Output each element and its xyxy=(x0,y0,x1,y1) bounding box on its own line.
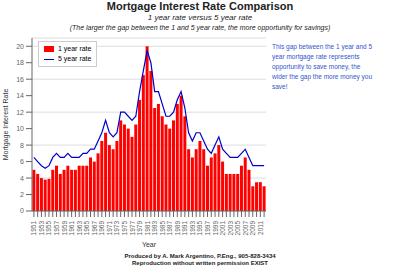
svg-text:1955: 1955 xyxy=(45,221,52,236)
svg-text:1963: 1963 xyxy=(76,221,83,236)
svg-text:1985: 1985 xyxy=(159,221,166,236)
svg-text:1951: 1951 xyxy=(30,221,37,236)
svg-text:2011: 2011 xyxy=(257,221,264,235)
svg-text:10: 10 xyxy=(16,125,24,132)
svg-text:1983: 1983 xyxy=(151,221,158,236)
svg-text:1967: 1967 xyxy=(91,221,98,236)
svg-text:2: 2 xyxy=(20,191,24,198)
svg-text:2003: 2003 xyxy=(227,221,234,236)
html-text:save!: save! xyxy=(272,83,288,90)
svg-text:1979: 1979 xyxy=(136,221,143,236)
svg-text:1997: 1997 xyxy=(204,221,211,236)
svg-text:1953: 1953 xyxy=(38,221,45,236)
svg-text:2005: 2005 xyxy=(234,221,241,236)
svg-text:12: 12 xyxy=(16,109,24,116)
svg-text:18: 18 xyxy=(16,59,24,66)
svg-text:1977: 1977 xyxy=(129,221,136,236)
svg-text:Year: Year xyxy=(142,241,157,248)
svg-text:8: 8 xyxy=(20,142,24,149)
svg-text:1973: 1973 xyxy=(113,221,120,236)
svg-text:20: 20 xyxy=(16,43,24,50)
svg-text:1989: 1989 xyxy=(174,221,181,236)
html-text:1 year rate: 1 year rate xyxy=(58,45,92,52)
svg-text:2001: 2001 xyxy=(219,221,226,236)
html-text:1 year rate versus 5 year rate: 1 year rate versus 5 year rate xyxy=(147,13,253,22)
svg-text:1995: 1995 xyxy=(196,221,203,236)
svg-text:1999: 1999 xyxy=(212,221,219,236)
html-text:Reproduction without written p: Reproduction without written permission … xyxy=(132,260,268,266)
svg-text:1965: 1965 xyxy=(83,221,90,236)
svg-text:4: 4 xyxy=(20,175,24,182)
svg-text:14: 14 xyxy=(16,92,24,99)
html-text:5 year rate: 5 year rate xyxy=(58,55,92,62)
svg-text:2007: 2007 xyxy=(242,221,249,236)
html-text:Produced by A. Mark Argentino,: Produced by A. Mark Argentino, P.Eng., 9… xyxy=(124,252,276,259)
svg-text:1971: 1971 xyxy=(106,221,113,236)
svg-text:1981: 1981 xyxy=(144,221,151,236)
svg-text:1959: 1959 xyxy=(61,221,68,236)
svg-text:Mortgage Interest Rate: Mortgage Interest Rate xyxy=(8,89,10,161)
svg-text:0: 0 xyxy=(20,207,24,214)
html-text:wider the gap the more money y: wider the gap the more money you xyxy=(272,73,373,80)
svg-text:1961: 1961 xyxy=(68,221,75,236)
svg-text:6: 6 xyxy=(20,158,24,165)
html-text:opportunity to save money, the: opportunity to save money, the xyxy=(272,63,361,70)
html-text:year mortgage rate represents: year mortgage rate represents xyxy=(272,53,360,60)
svg-text:1957: 1957 xyxy=(53,221,60,236)
svg-text:2009: 2009 xyxy=(249,221,256,236)
html-text:(The larger the gap between th: (The larger the gap between the 1 and 5 … xyxy=(69,24,331,31)
svg-text:1991: 1991 xyxy=(181,221,188,236)
svg-text:1969: 1969 xyxy=(98,221,105,236)
html-text:Mortgage Interest Rate Compari: Mortgage Interest Rate Comparison xyxy=(106,0,294,12)
html-text:This gap between the 1 year an: This gap between the 1 year and 5 xyxy=(272,43,373,50)
svg-text:16: 16 xyxy=(16,76,24,83)
svg-text:1975: 1975 xyxy=(121,221,128,236)
svg-text:1993: 1993 xyxy=(189,221,196,236)
svg-text:1987: 1987 xyxy=(166,221,173,236)
